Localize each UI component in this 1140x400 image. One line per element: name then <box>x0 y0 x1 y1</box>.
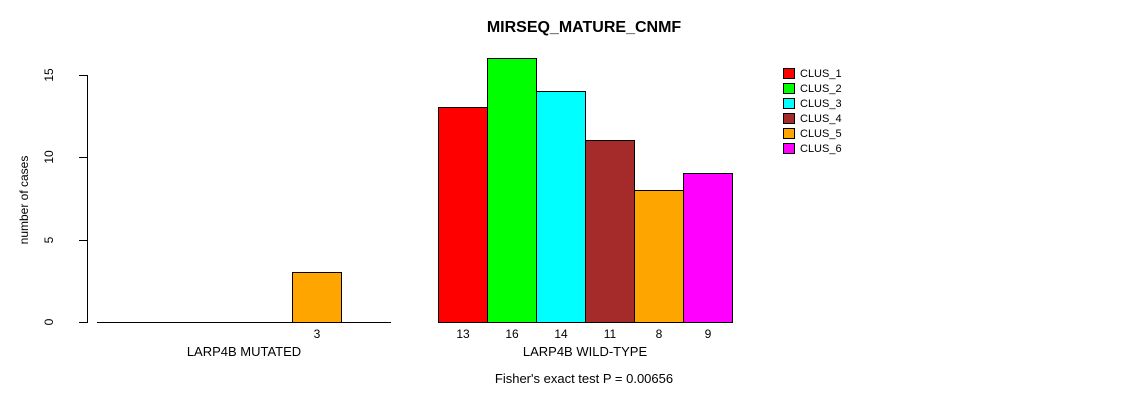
legend-swatch-clus_1 <box>783 68 795 79</box>
chart-title: MIRSEQ_MATURE_CNMF <box>486 19 682 36</box>
y-axis-tick-label: 5 <box>42 236 56 244</box>
y-axis-tick-label: 0 <box>42 318 56 326</box>
legend-label: CLUS_3 <box>800 97 842 110</box>
bar-clus_3 <box>536 91 586 323</box>
legend-row: CLUS_3 <box>783 96 842 111</box>
legend-row: CLUS_6 <box>783 141 842 156</box>
legend-label: CLUS_2 <box>800 82 842 95</box>
y-axis-line <box>87 75 88 323</box>
legend-label: CLUS_6 <box>800 142 842 155</box>
legend-row: CLUS_1 <box>783 66 842 81</box>
bar-clus_4 <box>585 140 635 323</box>
bar-value-label: 11 <box>603 327 617 341</box>
y-axis-tick-label: 10 <box>42 150 56 164</box>
y-axis-tick <box>79 322 87 323</box>
y-axis-tick <box>79 157 87 158</box>
bar-value-label: 9 <box>704 327 712 341</box>
bar-clus_1 <box>438 107 488 323</box>
legend-row: CLUS_2 <box>783 81 842 96</box>
legend-swatch-clus_4 <box>783 113 795 124</box>
y-axis-tick <box>79 240 87 241</box>
y-axis-label: number of cases <box>17 155 31 245</box>
y-axis-tick <box>79 75 87 76</box>
legend-swatch-clus_2 <box>783 83 795 94</box>
legend-swatch-clus_5 <box>783 128 795 139</box>
legend: CLUS_1 CLUS_2 CLUS_3 CLUS_4 CLUS_5 CLUS_6 <box>783 66 842 156</box>
bar-clus_6 <box>683 173 733 323</box>
bar-value-label: 8 <box>655 327 663 341</box>
bar-value-label: 13 <box>456 327 470 341</box>
legend-label: CLUS_4 <box>800 112 842 125</box>
bar-clus_2 <box>487 58 537 323</box>
legend-swatch-clus_3 <box>783 98 795 109</box>
bar-clus_5 <box>634 190 684 323</box>
bar-value-label: 14 <box>554 327 568 341</box>
legend-label: CLUS_5 <box>800 127 842 140</box>
legend-label: CLUS_1 <box>800 67 842 80</box>
bar-clus_5 <box>292 272 342 323</box>
fisher-test-annotation: Fisher's exact test P = 0.00656 <box>494 371 674 386</box>
group-label: LARP4B MUTATED <box>186 344 302 359</box>
group-baseline <box>97 322 391 323</box>
legend-row: CLUS_5 <box>783 126 842 141</box>
group-label: LARP4B WILD-TYPE <box>522 344 648 359</box>
bar-value-label: 3 <box>313 327 321 341</box>
y-axis-tick-label: 15 <box>42 68 56 82</box>
legend-swatch-clus_6 <box>783 143 795 154</box>
bar-value-label: 16 <box>505 327 519 341</box>
legend-row: CLUS_4 <box>783 111 842 126</box>
